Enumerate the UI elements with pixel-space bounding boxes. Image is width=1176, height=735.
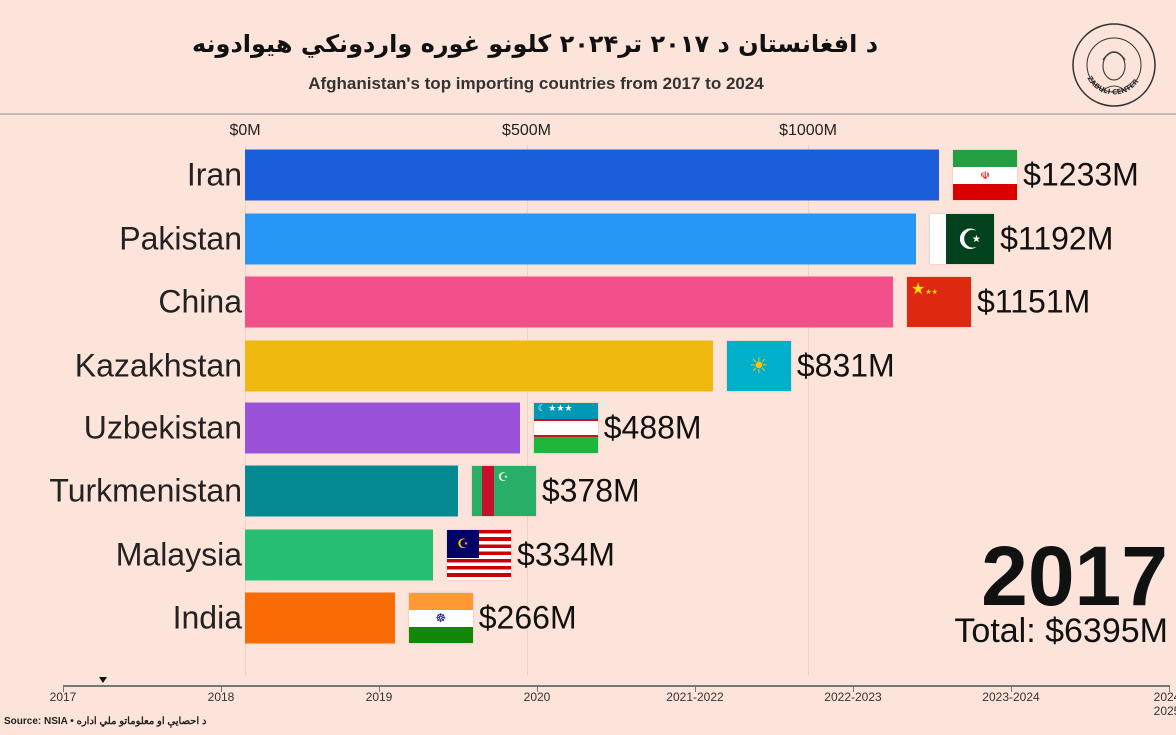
gridline <box>526 145 528 675</box>
value-label: $378M <box>541 472 640 509</box>
flag-part: ☫ <box>953 166 1018 184</box>
flag-part <box>533 435 598 437</box>
title-english: Afghanistan's top importing countries fr… <box>308 74 764 93</box>
bar-uzbekistan <box>245 402 520 454</box>
category-label: India <box>172 599 242 636</box>
timeline-marker-icon[interactable] <box>98 677 107 683</box>
flag-part: ☪ <box>471 466 536 516</box>
value-label: $1233M <box>1023 156 1139 193</box>
pakistan-flag-icon: ☪ <box>930 214 995 264</box>
timeline-tick <box>63 685 64 692</box>
kazakhstan-flag-icon: ☀ <box>726 341 791 391</box>
flag-part: ☾ ★★★ <box>533 403 598 419</box>
total-label: Total: $6395M <box>954 612 1168 650</box>
timeline-tick <box>1011 685 1012 692</box>
flag-part <box>533 437 598 453</box>
category-label: Pakistan <box>119 220 242 257</box>
timeline-tick <box>221 685 222 692</box>
title-pashto: د افغانستان د ۲۰۱۷ تر۲۰۲۴ کلونو غوره وار… <box>191 30 879 58</box>
category-label: Kazakhstan <box>74 347 242 384</box>
category-label: Uzbekistan <box>83 409 242 446</box>
flag-part <box>930 214 947 264</box>
timeline-tick <box>695 685 696 692</box>
timeline-label[interactable]: 2023-2024 <box>982 690 1040 704</box>
bar-malaysia <box>245 529 434 581</box>
flag-part <box>472 466 482 516</box>
category-label: Turkmenistan <box>49 472 242 509</box>
zabuli-center-logo: ZABULI CENTER <box>1072 23 1156 107</box>
bar-turkmenistan <box>245 465 458 517</box>
value-label: $488M <box>603 409 702 446</box>
x-tick-label: $0M <box>229 122 261 139</box>
value-label: $266M <box>478 599 577 636</box>
bar-india <box>245 592 395 644</box>
timeline-label[interactable]: 2017 <box>49 690 77 704</box>
value-label: $334M <box>517 536 615 573</box>
turkmenistan-flag-icon: ☪ <box>471 466 536 516</box>
flag-part: ☪ <box>447 530 480 558</box>
timeline-label[interactable]: 2022-2023 <box>824 690 882 704</box>
bar-pakistan <box>245 213 917 265</box>
uzbekistan-flag-icon: ☾ ★★★ <box>533 403 598 453</box>
flag-part: ★★★ <box>907 277 971 327</box>
timeline-track[interactable] <box>63 685 1169 687</box>
flag-part: ☪ <box>930 214 995 264</box>
india-flag-icon: ☸ <box>408 593 473 643</box>
gridline <box>808 145 809 675</box>
malaysia-flag-icon: ☪ <box>447 530 512 580</box>
china-flag-icon: ★★★ <box>907 277 971 327</box>
flag-part <box>408 626 473 643</box>
flag-part <box>953 183 1018 200</box>
category-label: China <box>158 283 242 320</box>
header-divider <box>0 113 1176 115</box>
x-tick-label: $500M <box>502 122 551 139</box>
flag-part: ☀ <box>726 341 791 391</box>
current-year: 2017 <box>981 529 1168 623</box>
flag-part <box>481 466 494 516</box>
flag-part <box>533 419 598 421</box>
timeline-label[interactable]: 2019 <box>365 690 393 704</box>
bar-iran <box>245 149 940 201</box>
x-tick-label: $1000M <box>779 122 837 139</box>
bar-kazakhstan <box>245 340 713 392</box>
flag-part <box>408 593 473 610</box>
value-label: $1192M <box>1000 220 1114 257</box>
value-label: $831M <box>796 347 895 384</box>
timeline-label[interactable]: 2024-2025 <box>1153 690 1176 718</box>
iran-flag-icon: ☫ <box>953 150 1018 200</box>
source-note: Source: NSIA • د احصایې او معلوماتو ملي … <box>4 716 207 727</box>
bar-china <box>245 276 893 328</box>
flag-part: ☸ <box>408 609 473 627</box>
value-label: $1151M <box>977 283 1091 320</box>
timeline-tick <box>379 685 380 692</box>
timeline-label[interactable]: 2018 <box>207 690 235 704</box>
flag-part <box>533 421 598 435</box>
flag-part: ☪ <box>497 470 509 484</box>
flag-part: ★★ <box>925 289 938 296</box>
flag-part <box>953 150 1018 167</box>
category-label: Malaysia <box>115 536 242 573</box>
timeline-tick <box>537 685 538 692</box>
timeline-tick <box>853 685 854 692</box>
timeline-label[interactable]: 2021-2022 <box>666 690 724 704</box>
timeline-tick <box>1169 685 1170 692</box>
timeline-label[interactable]: 2020 <box>523 690 551 704</box>
category-label: Iran <box>186 156 242 193</box>
flag-part: ☪ <box>946 214 995 264</box>
flag-part: ☪ <box>447 530 512 580</box>
